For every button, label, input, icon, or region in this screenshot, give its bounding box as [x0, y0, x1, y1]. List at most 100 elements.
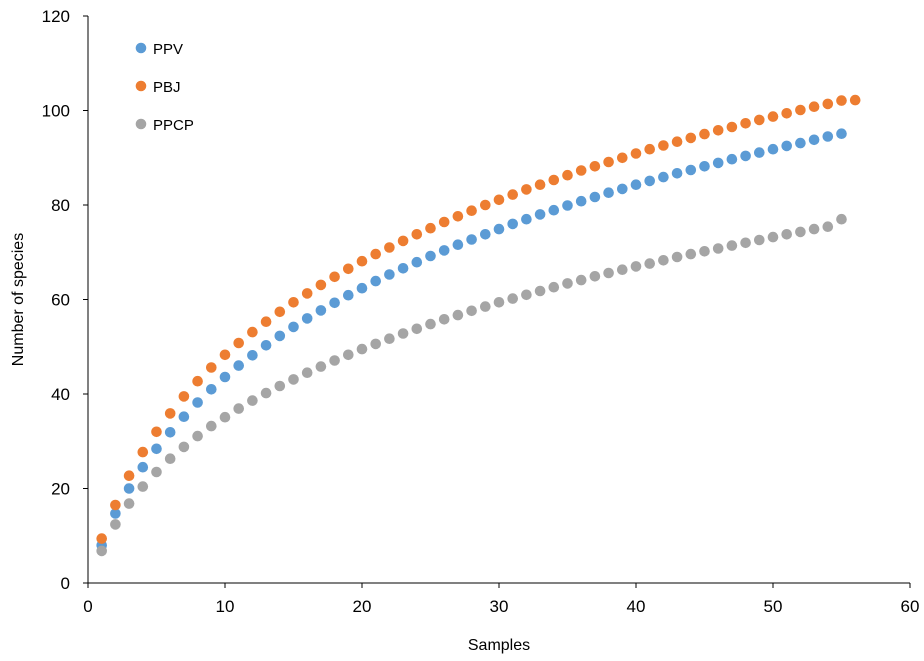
data-point-ppcp [329, 355, 340, 366]
data-point-pbj [603, 156, 614, 168]
data-point-ppv [493, 223, 505, 235]
data-point-pbj [137, 446, 149, 458]
data-point-ppcp [795, 226, 806, 238]
data-point-pbj [192, 375, 203, 387]
y-tick-label: 20 [51, 480, 70, 499]
data-point-ppv [288, 321, 299, 333]
data-point-ppv [589, 191, 601, 203]
data-point-ppv [521, 213, 532, 225]
data-point-ppv [808, 134, 820, 146]
data-point-ppcp [699, 246, 710, 257]
data-point-ppv [274, 330, 286, 342]
data-point-pbj [301, 288, 313, 299]
data-point-pbj [644, 143, 655, 155]
data-point-ppv [562, 200, 573, 211]
data-point-pbj [247, 326, 258, 338]
x-tick-label: 30 [490, 597, 509, 616]
data-point-ppcp [315, 361, 327, 372]
data-point-ppcp [767, 231, 779, 243]
data-point-ppv [781, 140, 792, 152]
data-point-pbj [233, 337, 244, 349]
data-point-ppcp [808, 223, 820, 235]
data-point-ppcp [164, 453, 176, 465]
data-point-pbj [849, 94, 861, 106]
data-point-ppv [644, 175, 655, 187]
data-point-ppv [658, 171, 669, 183]
data-point-ppv [425, 250, 436, 262]
data-point-pbj [781, 108, 792, 119]
data-point-ppv [151, 443, 162, 455]
data-point-pbj [699, 128, 710, 140]
data-point-ppv [726, 153, 738, 165]
data-point-ppv [822, 131, 834, 142]
data-point-pbj [123, 470, 135, 482]
data-point-ppcp [233, 403, 244, 414]
data-point-ppv [712, 157, 724, 169]
data-point-pbj [274, 306, 286, 318]
legend-label-pbj: PBJ [153, 79, 181, 96]
data-point-ppcp [260, 387, 272, 399]
data-point-ppv [548, 204, 560, 216]
data-point-ppcp [151, 466, 162, 478]
data-point-ppv [370, 275, 382, 287]
data-point-ppv [685, 164, 697, 176]
series-pbj [96, 94, 861, 544]
data-point-ppv [740, 150, 751, 162]
data-point-pbj [480, 199, 491, 211]
data-point-pbj [384, 242, 395, 253]
data-point-ppcp [617, 264, 628, 276]
data-point-ppcp [521, 289, 532, 301]
data-point-ppv [178, 411, 190, 423]
data-point-ppv [699, 161, 710, 172]
data-point-pbj [151, 426, 162, 438]
y-tick-label: 60 [51, 291, 70, 310]
data-point-ppv [480, 229, 491, 240]
y-axis-ticks: 0 20 40 60 80 100 120 [42, 7, 88, 593]
data-point-ppcp [425, 318, 436, 330]
y-tick-label: 40 [51, 385, 70, 404]
x-tick-label: 40 [627, 597, 646, 616]
data-point-ppcp [219, 411, 231, 423]
data-point-ppcp [192, 430, 203, 442]
data-point-ppcp [247, 395, 258, 406]
data-point-pbj [315, 279, 327, 291]
data-point-ppcp [726, 240, 738, 251]
data-point-pbj [356, 255, 368, 267]
data-point-ppcp [575, 274, 587, 286]
data-point-pbj [206, 362, 217, 373]
data-points [96, 94, 861, 557]
data-point-ppcp [589, 271, 601, 282]
data-point-ppv [630, 179, 642, 190]
data-point-pbj [219, 349, 231, 361]
data-point-pbj [260, 316, 272, 328]
data-point-ppcp [123, 498, 135, 509]
data-point-pbj [617, 152, 628, 164]
data-point-ppv [836, 128, 847, 139]
y-tick-label: 120 [42, 7, 70, 26]
data-point-pbj [822, 98, 834, 110]
data-point-pbj [507, 189, 518, 200]
legend-label-ppcp: PPCP [153, 117, 194, 134]
data-point-ppcp [740, 237, 751, 249]
data-point-ppcp [452, 309, 464, 321]
data-point-pbj [521, 184, 532, 195]
data-point-ppcp [384, 333, 395, 345]
data-point-pbj [575, 165, 587, 176]
data-point-pbj [411, 229, 423, 240]
y-tick-label: 100 [42, 102, 70, 121]
series-ppv [96, 128, 847, 551]
data-point-ppv [137, 461, 149, 473]
data-point-pbj [534, 179, 546, 190]
data-point-ppcp [356, 343, 368, 355]
x-tick-label: 60 [901, 597, 920, 616]
data-point-pbj [397, 235, 409, 247]
data-point-ppv [438, 245, 450, 256]
data-point-ppcp [754, 234, 765, 246]
x-axis-title: Samples [468, 637, 530, 654]
data-point-ppv [110, 508, 121, 519]
data-point-pbj [740, 118, 751, 129]
data-point-pbj [562, 169, 573, 181]
data-point-ppv [754, 147, 765, 158]
data-point-ppv [233, 360, 244, 371]
data-point-pbj [164, 408, 176, 419]
